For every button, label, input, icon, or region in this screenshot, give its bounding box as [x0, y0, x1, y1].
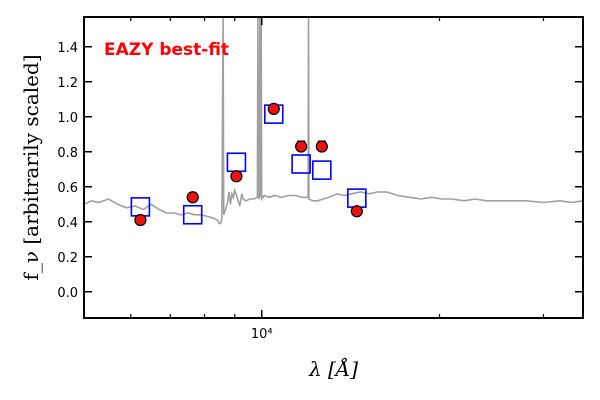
plot-inner [84, 17, 583, 227]
observed-point-2 [230, 170, 243, 183]
ytick-label-0: 0.0 [57, 286, 78, 301]
annotation-label: EAZY best-fit [104, 40, 229, 60]
axes [83, 16, 584, 319]
y-axis-label: f_ν [arbitrarily scaled] [19, 54, 43, 280]
observed-point-3 [267, 102, 280, 115]
ytick-label-5: 1.0 [57, 111, 78, 126]
plot-area [84, 17, 583, 227]
axes-frame [83, 16, 584, 319]
template-spectrum-line [84, 17, 583, 225]
model-point-1 [182, 204, 203, 225]
observed-point-6 [350, 205, 363, 218]
xtick-label-0: 10⁴ [251, 327, 273, 342]
observed-point-4 [295, 140, 308, 153]
ytick-label-1: 0.2 [57, 251, 78, 266]
observed-point-5 [315, 140, 328, 153]
observed-point-0 [134, 213, 147, 227]
ytick-label-4: 0.8 [57, 146, 78, 161]
model-point-5 [312, 160, 332, 180]
axis-labels: 0.0 0.2 0.4 0.6 0.8 1.0 1.2 1.4 10⁴ λ [Å] f_ν [arb… [19, 41, 358, 381]
model-point-4 [291, 154, 311, 174]
ytick-label-6: 1.2 [57, 76, 78, 91]
x-axis-label: λ [Å] [308, 356, 358, 381]
model-point-2 [226, 152, 247, 173]
ytick-label-7: 1.4 [57, 41, 78, 56]
observed-point-1 [186, 191, 199, 204]
ytick-label-2: 0.4 [57, 216, 78, 231]
ytick-label-3: 0.6 [57, 181, 78, 196]
